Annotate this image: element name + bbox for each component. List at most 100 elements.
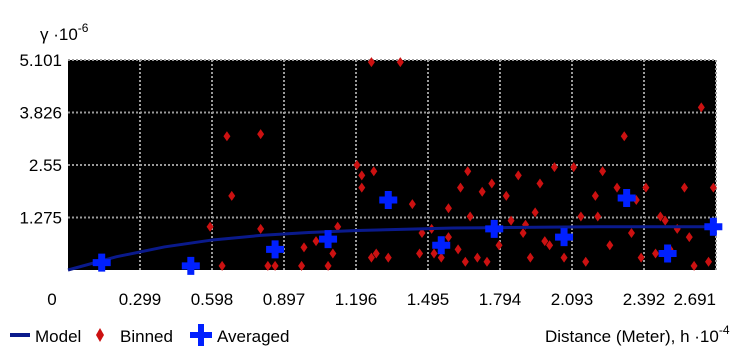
binned-point — [457, 182, 465, 193]
binned-point — [473, 252, 481, 263]
binned-point — [367, 252, 375, 263]
binned-point — [690, 260, 698, 271]
averaged-point — [485, 219, 504, 238]
binned-point — [488, 178, 496, 189]
legend-model-label: Model — [35, 327, 81, 346]
binned-point — [652, 248, 660, 259]
legend-binned-swatch — [96, 328, 104, 342]
legend: Model Binned Averaged — [10, 324, 289, 346]
y-tick-label: 5.101 — [19, 51, 62, 70]
binned-point — [367, 57, 375, 68]
binned-point — [464, 166, 472, 177]
x-axis-title-exponent: -4 — [719, 323, 730, 337]
averaged-point — [432, 236, 451, 255]
x-tick-label: 1.495 — [407, 290, 450, 309]
binned-point — [370, 166, 378, 177]
binned-point — [582, 256, 590, 267]
binned-point — [437, 252, 445, 263]
binned-point — [661, 215, 669, 226]
averaged-point — [181, 256, 200, 275]
binned-point — [223, 131, 231, 142]
binned-point — [444, 203, 452, 214]
x-tick-label: 1.196 — [335, 290, 378, 309]
binned-point — [384, 252, 392, 263]
binned-point — [408, 199, 416, 210]
x-tick-labels: 0 0.299 0.598 0.897 1.196 1.495 1.794 2.093 2.39… — [47, 290, 716, 309]
averaged-point — [555, 228, 574, 247]
y-axis-title: γ ·10-6 — [40, 21, 89, 44]
binned-point — [577, 211, 585, 222]
x-axis-title: Distance (Meter), h ·10-4 — [545, 323, 730, 346]
binned-point — [519, 227, 527, 238]
y-tick-labels: 1.275 2.55 3.826 5.101 — [19, 51, 62, 228]
x-tick-label: 0.299 — [119, 290, 162, 309]
legend-averaged-label: Averaged — [217, 327, 289, 346]
x-tick-label: 0.897 — [263, 290, 306, 309]
gridlines — [68, 59, 717, 270]
binned-point — [206, 221, 214, 232]
binned-point — [709, 182, 717, 193]
binned-point — [656, 211, 664, 222]
averaged-series — [92, 188, 723, 275]
averaged-point — [617, 188, 636, 207]
averaged-point — [379, 191, 398, 210]
x-tick-label: 0 — [47, 290, 56, 309]
y-axis-title-base: γ ·10 — [40, 25, 78, 44]
averaged-point — [658, 244, 677, 263]
binned-point — [461, 256, 469, 267]
binned-point — [444, 232, 452, 243]
binned-point — [478, 186, 486, 197]
averaged-point — [266, 240, 285, 259]
model-line — [67, 225, 716, 272]
binned-point — [606, 240, 614, 251]
legend-binned-label: Binned — [120, 327, 173, 346]
binned-point — [531, 207, 539, 218]
binned-point — [570, 162, 578, 173]
averaged-point — [92, 253, 111, 272]
binned-point — [430, 248, 438, 259]
binned-point — [358, 182, 366, 193]
binned-point — [685, 232, 693, 243]
legend-averaged-swatch — [190, 324, 212, 346]
x-tick-label: 2.691 — [673, 290, 716, 309]
averaged-point — [704, 217, 723, 236]
binned-point — [300, 242, 308, 253]
binned-point — [541, 236, 549, 247]
binned-point — [526, 252, 534, 263]
binned-point — [536, 178, 544, 189]
binned-point — [495, 240, 503, 251]
binned-point — [705, 256, 713, 267]
binned-point — [329, 248, 337, 259]
y-axis-title-exponent: -6 — [78, 21, 89, 35]
binned-point — [324, 260, 332, 271]
binned-point — [502, 190, 510, 201]
model-series — [67, 225, 716, 272]
y-tick-label: 1.275 — [19, 209, 62, 228]
binned-point — [271, 260, 279, 271]
y-tick-label: 3.826 — [19, 103, 62, 122]
binned-point — [697, 102, 705, 113]
binned-point — [599, 166, 607, 177]
binned-point — [218, 260, 226, 271]
binned-point — [298, 260, 306, 271]
binned-series — [206, 57, 717, 271]
binned-point — [560, 252, 568, 263]
binned-point — [466, 211, 474, 222]
binned-point — [418, 227, 426, 238]
binned-point — [594, 211, 602, 222]
averaged-point — [319, 230, 338, 249]
binned-point — [550, 162, 558, 173]
binned-point — [637, 252, 645, 263]
x-axis-title-base: Distance (Meter), h ·10 — [545, 327, 719, 346]
binned-point — [257, 129, 265, 140]
binned-point — [546, 240, 554, 251]
binned-point — [396, 57, 404, 68]
binned-point — [334, 221, 342, 232]
binned-point — [353, 160, 361, 171]
binned-point — [228, 190, 236, 201]
binned-point — [416, 248, 424, 259]
binned-point — [591, 190, 599, 201]
x-tick-label: 2.392 — [623, 290, 666, 309]
binned-point — [627, 227, 635, 238]
